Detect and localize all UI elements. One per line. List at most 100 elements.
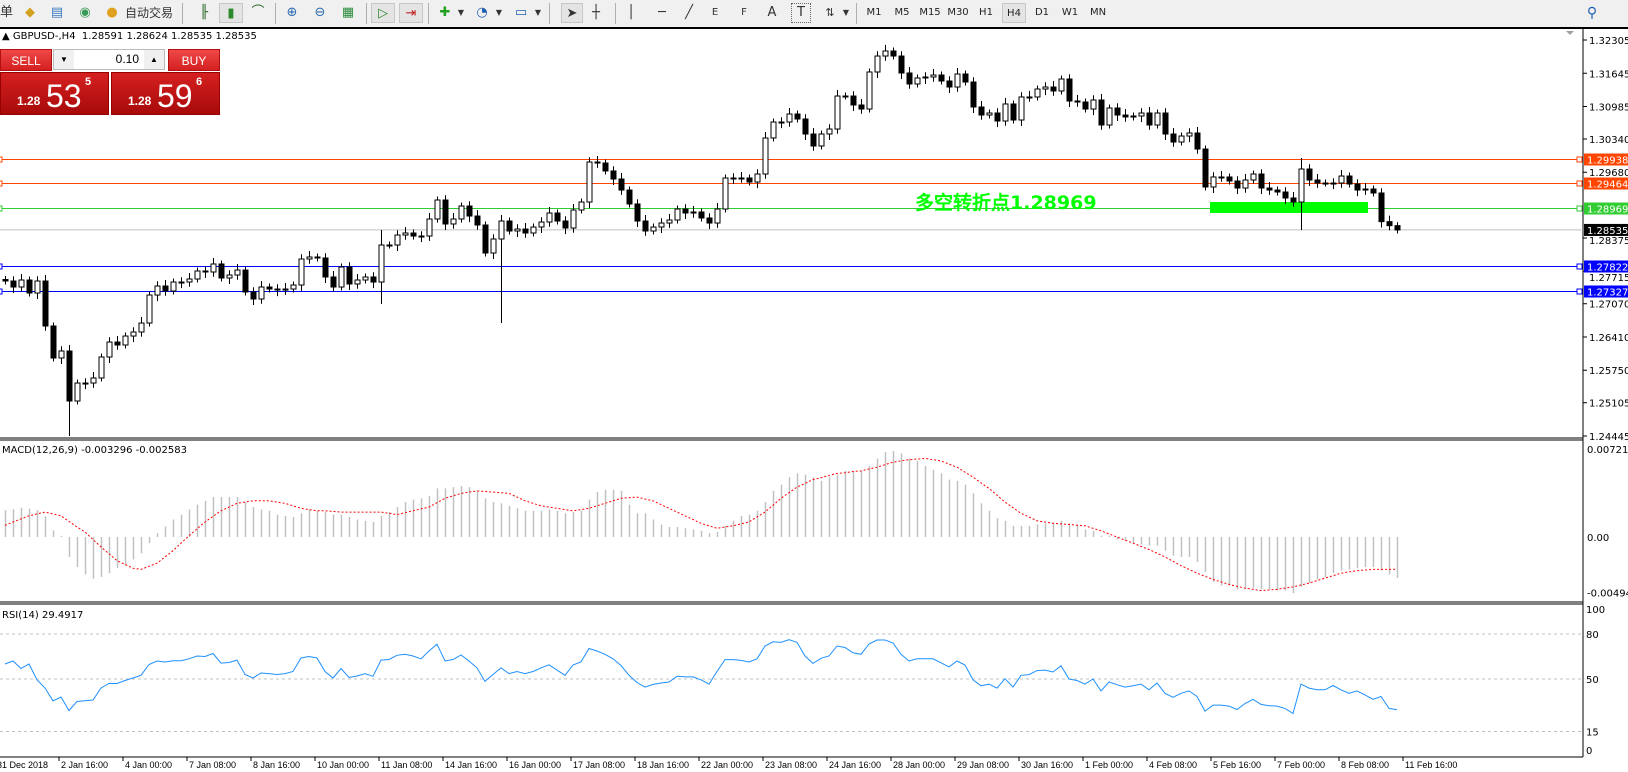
bear-candle[interactable] (442, 199, 449, 225)
equidistant-channel-icon[interactable]: E (711, 7, 719, 18)
text-label-icon[interactable]: T (791, 3, 811, 23)
bull-candle[interactable] (986, 112, 993, 116)
bear-candle[interactable] (994, 112, 1001, 122)
bear-candle[interactable] (970, 81, 977, 108)
bear-candle[interactable] (1122, 114, 1129, 118)
cursor-icon[interactable]: ➤ (561, 3, 583, 23)
bull-candle[interactable] (1186, 132, 1193, 137)
bull-candle[interactable] (570, 209, 577, 229)
bull-candle[interactable] (954, 73, 961, 88)
bull-candle[interactable] (34, 280, 41, 294)
bear-candle[interactable] (1074, 100, 1081, 103)
bull-candle[interactable] (146, 294, 153, 324)
bear-candle[interactable] (66, 350, 73, 402)
bull-candle[interactable] (434, 199, 441, 220)
bear-candle[interactable] (962, 73, 969, 83)
bull-candle[interactable] (178, 281, 185, 284)
bull-candle[interactable] (258, 286, 265, 300)
bull-candle[interactable] (586, 161, 593, 203)
bull-candle[interactable] (1002, 103, 1009, 122)
bull-candle[interactable] (426, 218, 433, 237)
chart-shift-icon[interactable]: ⇥ (399, 3, 423, 23)
sell-button[interactable]: SELL (0, 49, 52, 71)
bear-candle[interactable] (2, 279, 9, 282)
bull-candle[interactable] (98, 356, 105, 379)
crosshair-icon[interactable]: ┼ (592, 5, 600, 20)
timeframe-h1[interactable]: H1 (979, 7, 993, 18)
bull-candle[interactable] (386, 244, 393, 247)
bear-candle[interactable] (810, 133, 817, 147)
bear-candle[interactable] (946, 80, 953, 88)
history-center-icon[interactable]: ▤ (50, 5, 64, 20)
level-left-handle[interactable] (0, 288, 3, 295)
bear-candle[interactable] (1394, 225, 1401, 231)
bull-candle[interactable] (842, 95, 849, 98)
bull-candle[interactable] (658, 222, 665, 228)
auto-scroll-icon[interactable]: ▷ (371, 3, 395, 23)
collapse-triangle-icon[interactable]: ▲ (2, 31, 13, 42)
vertical-line-icon[interactable]: │ (627, 5, 635, 20)
bear-candle[interactable] (50, 325, 57, 359)
bear-candle[interactable] (1314, 179, 1321, 184)
bull-candle[interactable] (402, 232, 409, 236)
bull-candle[interactable] (1362, 188, 1369, 191)
bull-candle[interactable] (650, 226, 657, 232)
zoom-in-icon[interactable]: ⊕ (286, 5, 298, 20)
bear-candle[interactable] (554, 212, 561, 222)
bear-candle[interactable] (1354, 183, 1361, 191)
bear-candle[interactable] (346, 266, 353, 285)
timeframe-d1[interactable]: D1 (1034, 7, 1050, 18)
bear-candle[interactable] (370, 276, 377, 283)
timeframe-m30[interactable]: M30 (947, 7, 969, 18)
bull-candle[interactable] (1106, 107, 1113, 126)
bull-candle[interactable] (1330, 182, 1337, 185)
bear-candle[interactable] (850, 95, 857, 106)
periods-clock-icon[interactable]: ◔ (476, 5, 488, 20)
bull-candle[interactable] (1298, 168, 1305, 203)
bear-candle[interactable] (1282, 191, 1289, 199)
bear-candle[interactable] (202, 270, 209, 273)
bull-candle[interactable] (714, 208, 721, 224)
bar-chart-icon[interactable]: ╟ (200, 5, 208, 20)
bull-candle[interactable] (826, 128, 833, 135)
bear-candle[interactable] (322, 257, 329, 278)
timeframe-mn[interactable]: MN (1089, 7, 1107, 18)
lot-size-input[interactable]: 0.10 (115, 52, 139, 66)
bull-candle[interactable] (770, 121, 777, 139)
level-right-handle[interactable] (1576, 180, 1583, 187)
menu-fragment[interactable]: 单 (0, 5, 14, 20)
bear-candle[interactable] (1290, 197, 1297, 203)
fibonacci-icon[interactable]: F (741, 7, 747, 18)
bull-candle[interactable] (546, 212, 553, 223)
bear-candle[interactable] (794, 113, 801, 120)
buy-button[interactable]: BUY (168, 49, 220, 71)
bear-candle[interactable] (938, 74, 945, 82)
bull-candle[interactable] (1210, 176, 1217, 188)
bull-candle[interactable] (1058, 78, 1065, 92)
bear-candle[interactable] (906, 72, 913, 85)
bear-candle[interactable] (114, 341, 121, 346)
open-folder-icon[interactable]: ◆ (25, 5, 35, 20)
bull-candle[interactable] (530, 226, 537, 234)
bull-candle[interactable] (354, 279, 361, 285)
level-left-handle[interactable] (0, 156, 3, 163)
bull-candle[interactable] (914, 77, 921, 85)
signals-icon[interactable]: ◉ (79, 5, 91, 20)
bull-candle[interactable] (74, 382, 81, 402)
bear-candle[interactable] (1162, 112, 1169, 135)
bull-candle[interactable] (1338, 175, 1345, 184)
bear-candle[interactable] (474, 215, 481, 226)
bear-candle[interactable] (698, 211, 705, 219)
timeframe-m5[interactable]: M5 (894, 7, 910, 18)
bull-candle[interactable] (234, 269, 241, 276)
bear-candle[interactable] (1274, 189, 1281, 193)
bull-candle[interactable] (922, 76, 929, 79)
bull-candle[interactable] (1018, 96, 1025, 121)
templates-dropdown-icon[interactable]: ▼ (534, 8, 542, 17)
bear-candle[interactable] (594, 161, 601, 164)
bull-candle[interactable] (1154, 112, 1161, 126)
bear-candle[interactable] (642, 220, 649, 232)
bear-candle[interactable] (1114, 107, 1121, 116)
bear-candle[interactable] (330, 276, 337, 288)
bull-candle[interactable] (458, 205, 465, 220)
